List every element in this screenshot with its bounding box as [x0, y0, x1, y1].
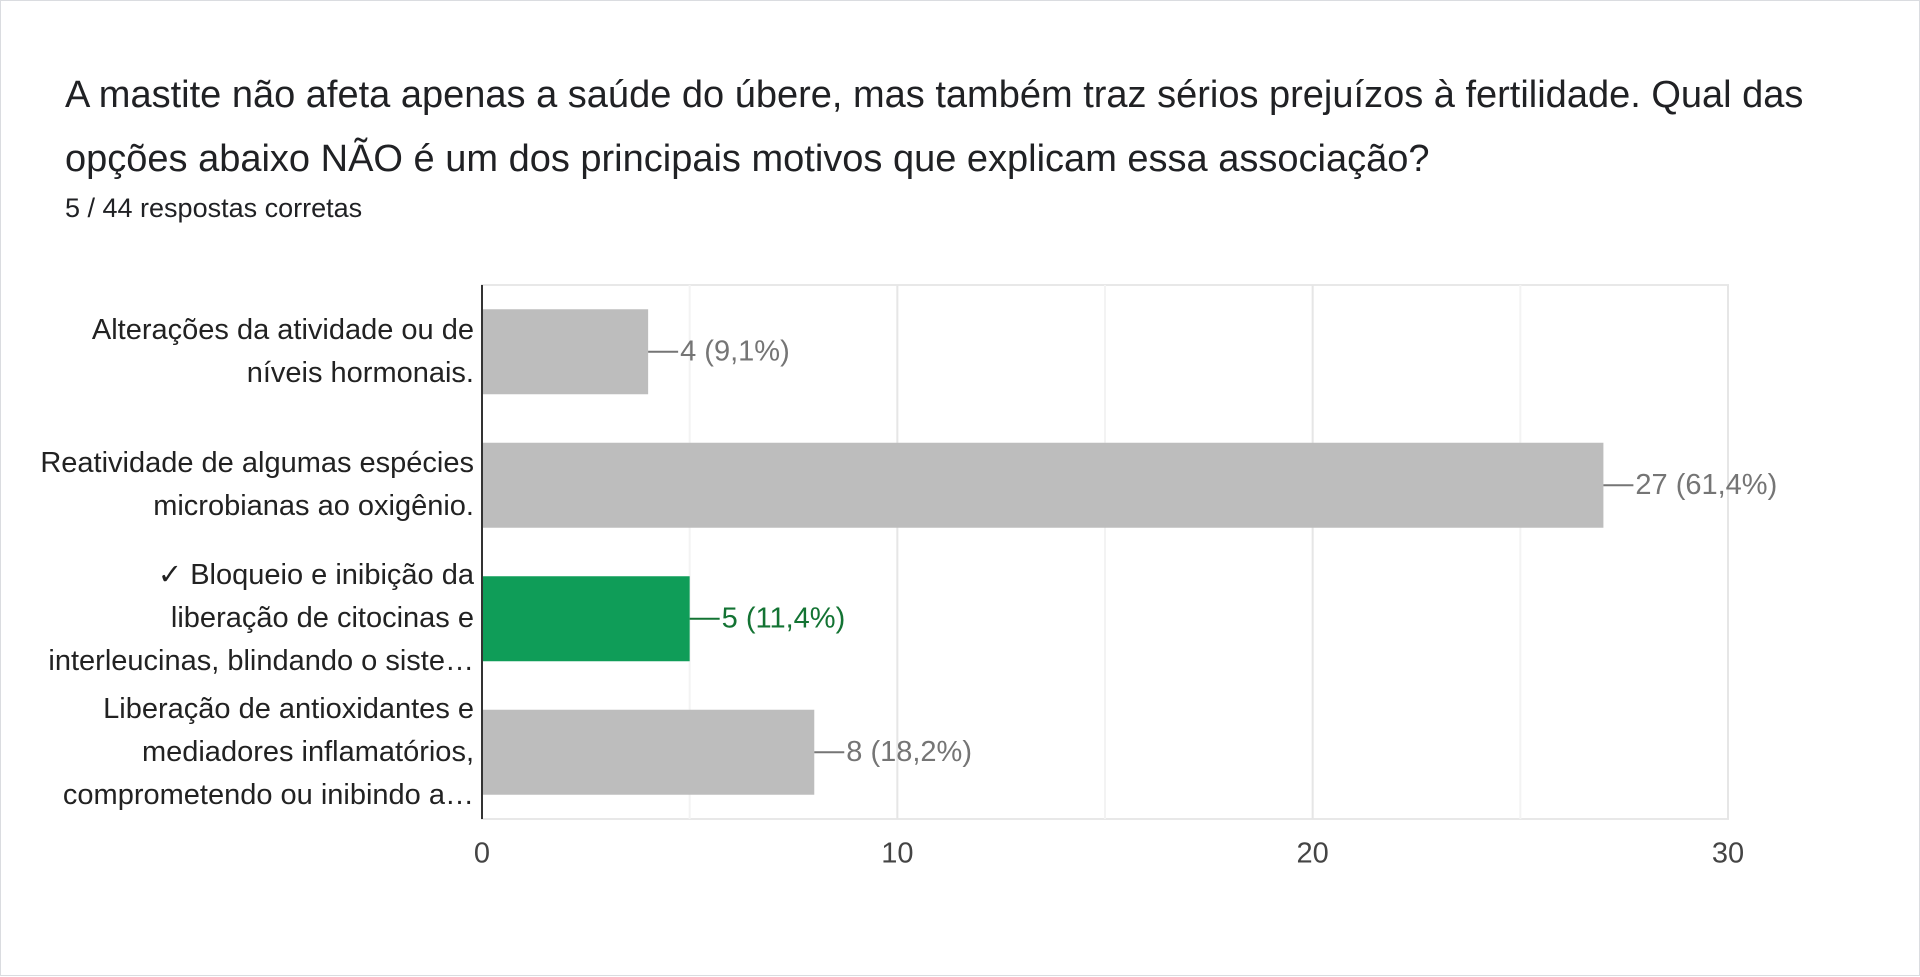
x-tick-label: 10 — [881, 838, 913, 870]
bar — [482, 576, 690, 662]
category-label: ✓ Bloqueio e inibição da liberação de ci… — [48, 559, 474, 678]
x-tick-label: 20 — [1297, 838, 1329, 870]
question-title: A mastite não afeta apenas a saúde do úb… — [65, 74, 1804, 180]
value-label: 4 (9,1%) — [680, 335, 790, 367]
bar — [482, 309, 649, 395]
score-subtitle: 5 / 44 respostas corretas — [65, 193, 363, 223]
bar — [482, 709, 815, 795]
value-label: 27 (61,4%) — [1635, 469, 1777, 501]
x-tick-label: 0 — [474, 838, 490, 870]
x-tick-label: 30 — [1712, 838, 1744, 870]
value-label: 5 (11,4%) — [722, 602, 846, 634]
category-label: Liberação de antioxidantes e mediadores … — [62, 692, 474, 811]
bar — [482, 442, 1604, 528]
category-label: Alterações da atividade ou de níveis hor… — [91, 313, 474, 389]
category-label: Reatividade de algumas espécies microbia… — [40, 447, 474, 523]
value-label: 8 (18,2%) — [846, 736, 972, 768]
